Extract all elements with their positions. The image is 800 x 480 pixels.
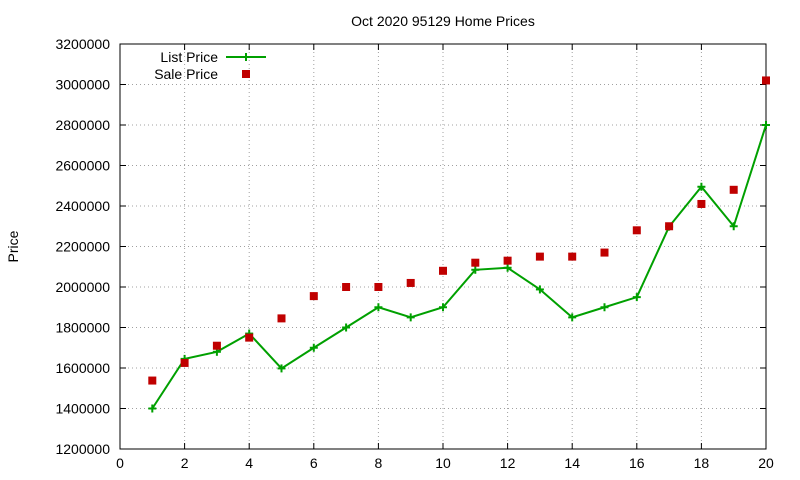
y-tick-label: 2200000: [55, 239, 110, 255]
data-point: [632, 293, 641, 302]
chart-title: Oct 2020 95129 Home Prices: [351, 13, 535, 29]
x-tick-label: 10: [435, 455, 451, 471]
data-point: [762, 121, 770, 129]
data-point: [503, 256, 512, 265]
y-tick-label: 2400000: [55, 198, 110, 214]
legend-label: Sale Price: [154, 66, 218, 82]
data-point: [535, 285, 544, 294]
y-tick-label: 3000000: [55, 77, 110, 93]
y-tick-label: 1400000: [55, 401, 110, 417]
data-point: [632, 226, 641, 235]
data-point: [535, 252, 544, 261]
data-point: [212, 341, 221, 350]
series: [148, 76, 770, 413]
data-point: [277, 364, 286, 373]
y-tick-label: 1600000: [55, 360, 110, 376]
x-tick-label: 0: [116, 455, 124, 471]
data-point: [471, 258, 480, 267]
data-point: [277, 314, 286, 323]
y-tick-label: 2800000: [55, 117, 110, 133]
data-point: [148, 404, 157, 413]
series-sale-price: [148, 76, 770, 385]
data-point: [697, 182, 706, 191]
axis-ticks: 0 2 4 6 8 10 12 14 16 18 20 1200000 1400000 1600000 18…: [55, 36, 774, 471]
data-point: [342, 283, 351, 291]
y-axis-label: Price: [5, 230, 21, 262]
x-tick-label: 18: [694, 455, 710, 471]
x-tick-label: 2: [181, 455, 189, 471]
y-tick-label: 1800000: [55, 320, 110, 336]
legend-marker: [242, 70, 250, 78]
data-point: [245, 333, 254, 342]
x-tick-label: 6: [310, 455, 318, 471]
data-point: [729, 185, 738, 194]
data-point: [697, 199, 706, 208]
data-point: [665, 222, 674, 231]
x-tick-label: 12: [500, 455, 516, 471]
data-point: [439, 303, 447, 312]
y-tick-label: 3200000: [55, 36, 110, 52]
data-point: [406, 278, 415, 287]
data-point: [600, 248, 609, 257]
data-point: [309, 292, 318, 301]
data-point: [180, 358, 189, 367]
data-point: [568, 313, 577, 322]
data-point: [374, 303, 383, 312]
data-point: [600, 303, 609, 312]
data-point: [342, 323, 351, 332]
y-tick-label: 1200000: [55, 441, 110, 457]
data-point: [148, 376, 157, 385]
data-point: [374, 283, 383, 291]
data-point: [406, 313, 415, 322]
data-point: [309, 343, 318, 352]
x-tick-label: 16: [629, 455, 645, 471]
y-tick-label: 2600000: [55, 158, 110, 174]
data-point: [503, 263, 512, 272]
x-tick-label: 14: [564, 455, 580, 471]
y-tick-label: 2000000: [55, 279, 110, 295]
data-point: [762, 76, 770, 85]
x-tick-label: 20: [758, 455, 774, 471]
data-point: [439, 266, 447, 275]
data-point: [729, 222, 738, 231]
legend-marker: [242, 53, 250, 61]
data-point: [568, 252, 577, 261]
series-line: [151, 124, 767, 410]
data-point: [471, 265, 480, 274]
x-tick-label: 8: [375, 455, 383, 471]
x-tick-label: 4: [245, 455, 253, 471]
series-list-price: [148, 121, 770, 413]
legend-label: List Price: [160, 49, 218, 65]
